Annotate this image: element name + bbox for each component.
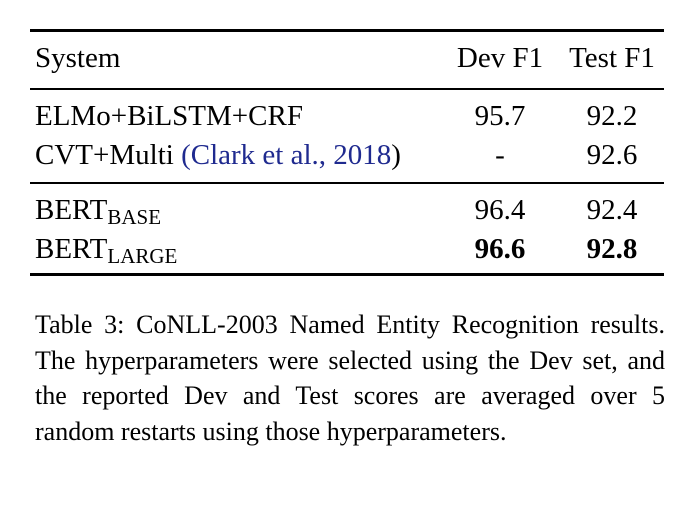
row-dev-cvt: -: [495, 139, 505, 171]
top-rule: [30, 29, 664, 32]
row-system-bert-large-label: BERT: [35, 233, 108, 265]
row-system-bert-large: BERTLARGE: [35, 233, 177, 267]
row-system-bert-base-subscript: BASE: [107, 205, 162, 229]
row-system-bert-base: BERTBASE: [35, 194, 161, 228]
row-system-cvt-label: CVT+Multi: [35, 139, 182, 171]
group-rule: [30, 182, 664, 184]
row-test-bert-base: 92.4: [586, 194, 638, 226]
header-rule: [30, 88, 664, 90]
row-system-elmo: ELMo+BiLSTM+CRF: [35, 100, 303, 132]
citation-link[interactable]: Clark et al., 2018: [190, 139, 392, 171]
row-dev-bert-large: 96.6: [474, 233, 526, 265]
citation-close: ): [391, 139, 401, 171]
row-system-cvt: CVT+Multi (Clark et al., 2018): [35, 141, 401, 170]
header-system: System: [35, 42, 121, 74]
row-system-bert-base-label: BERT: [35, 194, 108, 226]
row-test-bert-large: 92.8: [586, 233, 638, 265]
row-dev-elmo: 95.7: [474, 100, 526, 132]
row-dev-bert-base: 96.4: [474, 194, 526, 226]
header-test-f1: Test F1: [569, 42, 655, 74]
header-dev-f1: Dev F1: [456, 42, 544, 74]
row-test-cvt: 92.6: [586, 139, 638, 171]
bottom-rule: [30, 273, 664, 276]
citation-open: (: [181, 139, 191, 171]
row-system-bert-large-subscript: LARGE: [107, 244, 178, 268]
row-test-elmo: 92.2: [586, 100, 638, 132]
table-caption: Table 3: CoNLL-2003 Named Entity Recogni…: [35, 310, 665, 446]
